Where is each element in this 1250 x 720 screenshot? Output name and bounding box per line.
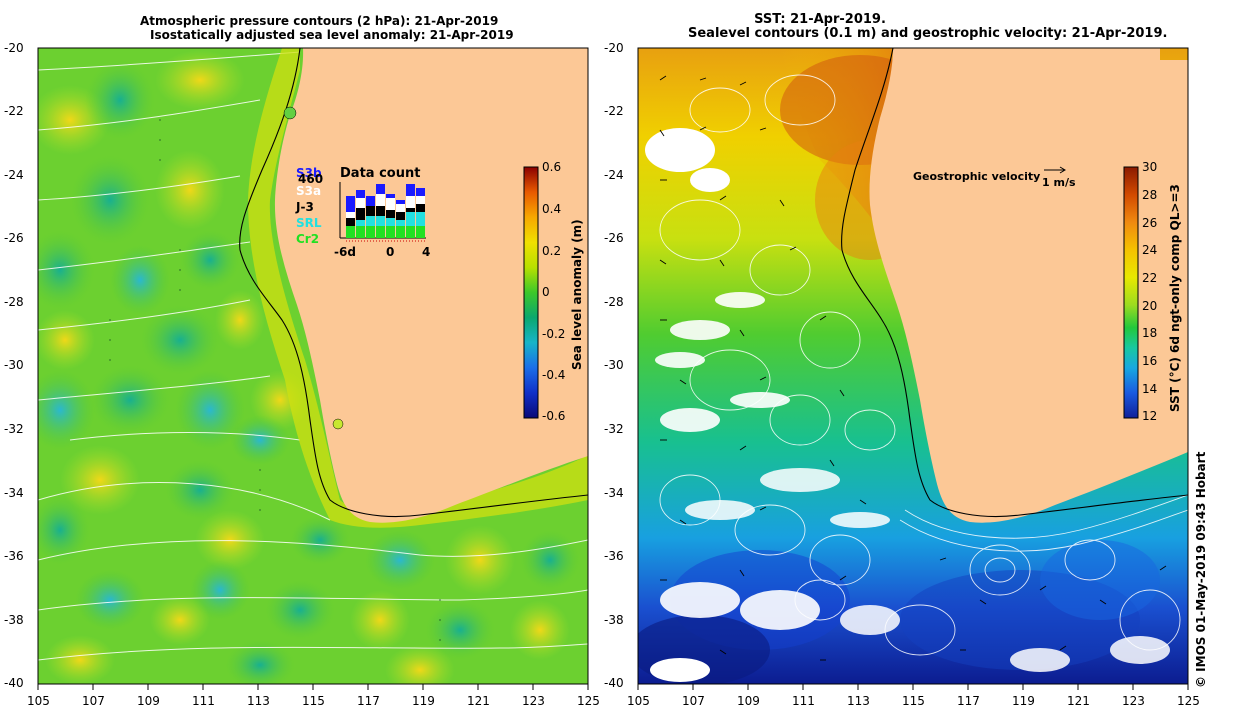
sst-colorbar [1123,166,1139,419]
sla-tick-5: -0.4 [542,368,566,382]
right-title-line1: SST: 21-Apr-2019. [754,12,886,27]
right-ytick-5: -30 [604,358,624,372]
left-xtick-7: 119 [412,694,435,708]
australia-land-right [869,48,1188,523]
left-ytick-2: -24 [4,168,24,182]
sst-tick-9: 12 [1142,409,1158,423]
sst-tick-5: 20 [1142,299,1158,313]
right-ytick-10: -40 [604,676,624,690]
data-count-inset [339,182,426,242]
sla-tick-2: 0.2 [542,244,562,258]
right-xtick-7: 119 [1012,694,1035,708]
left-ytick-0: -20 [4,41,24,55]
velocity-label: Geostrophic velocity [913,170,1041,183]
left-xtick-1: 107 [82,694,105,708]
data-count-title: Data count [340,166,421,181]
sla-tick-0: 0.6 [542,160,562,174]
sst-tick-2: 26 [1142,216,1158,230]
right-ytick-2: -24 [604,168,624,182]
sat-s3a: S3a [296,184,322,198]
sat-j3: J-3 [296,200,314,214]
sst-tick-4: 22 [1142,271,1158,285]
sst-colorbar-label: SST (°C) 6d ngt-only comp QL>=3 [1168,184,1182,412]
track-dots [109,119,441,641]
velocity-arrows [659,75,1167,661]
right-ytick-6: -32 [604,422,624,436]
right-xtick-9: 123 [1122,694,1145,708]
sat-460: 460 [298,172,324,186]
right-xtick-2: 109 [737,694,760,708]
left-ytick-9: -38 [4,613,24,627]
left-ytick-8: -36 [4,549,24,563]
sst-tick-0: 30 [1142,160,1158,174]
sla-tick-3: 0 [542,285,550,299]
data-count-x-neg6: -6d [334,245,356,259]
left-ytick-3: -26 [4,231,24,245]
right-xtick-8: 121 [1067,694,1090,708]
australia-land-left [274,48,588,523]
sst-tick-7: 16 [1142,354,1158,368]
cloud-mask [645,128,1170,682]
sat-srl: SRL [296,216,322,230]
left-ytick-1: -22 [4,104,24,118]
sst-tick-8: 14 [1142,382,1158,396]
right-xtick-10: 125 [1177,694,1200,708]
right-xtick-3: 111 [792,694,815,708]
right-ytick-3: -26 [604,231,624,245]
left-ytick-6: -32 [4,422,24,436]
right-xtick-4: 113 [847,694,870,708]
sst-tick-6: 18 [1142,326,1158,340]
right-ytick-8: -36 [604,549,624,563]
imos-credit: © IMOS 01-May-2019 09:43 Hobart [1194,451,1208,688]
right-ytick-0: -20 [604,41,624,55]
sat-s3b: S3b [296,166,322,180]
sla-colorbar-label: Sea level anomaly (m) [570,219,584,370]
sealevel-contours [659,74,1188,656]
left-ytick-7: -34 [4,486,24,500]
right-ytick-4: -28 [604,295,624,309]
sst-tick-3: 24 [1142,243,1158,257]
sla-colorbar [523,166,539,419]
right-xtick-1: 107 [682,694,705,708]
sla-tick-1: 0.4 [542,202,562,216]
sla-tick-4: -0.2 [542,327,566,341]
axis-ticks [37,684,1189,690]
left-ytick-5: -30 [4,358,24,372]
sat-cr2: Cr2 [296,232,320,246]
right-map [638,48,1188,684]
right-ytick-9: -38 [604,613,624,627]
sla-tick-6: -0.6 [542,409,566,423]
data-count-x-4: 4 [422,245,431,259]
right-ytick-7: -34 [604,486,624,500]
right-xtick-6: 117 [957,694,980,708]
left-xtick-4: 113 [247,694,270,708]
left-xtick-0: 105 [27,694,50,708]
left-map [38,48,588,684]
left-ytick-10: -40 [4,676,24,690]
pressure-contours [38,51,588,661]
left-xtick-3: 111 [192,694,215,708]
left-xtick-8: 121 [467,694,490,708]
right-title-line2: Sealevel contours (0.1 m) and geostrophi… [688,26,1168,41]
velocity-scale-arrow [1044,166,1066,174]
sst-tick-1: 28 [1142,188,1158,202]
right-xtick-5: 115 [902,694,925,708]
sla-anomaly-blobs [38,50,580,684]
left-xtick-6: 117 [357,694,380,708]
velocity-scale-label: 1 m/s [1042,176,1076,189]
right-ytick-1: -22 [604,104,624,118]
data-count-x-0: 0 [386,245,395,259]
left-xtick-5: 115 [302,694,325,708]
left-xtick-9: 123 [522,694,545,708]
left-ytick-4: -28 [4,295,24,309]
right-xtick-0: 105 [627,694,650,708]
left-xtick-10: 125 [577,694,600,708]
left-xtick-2: 109 [137,694,160,708]
